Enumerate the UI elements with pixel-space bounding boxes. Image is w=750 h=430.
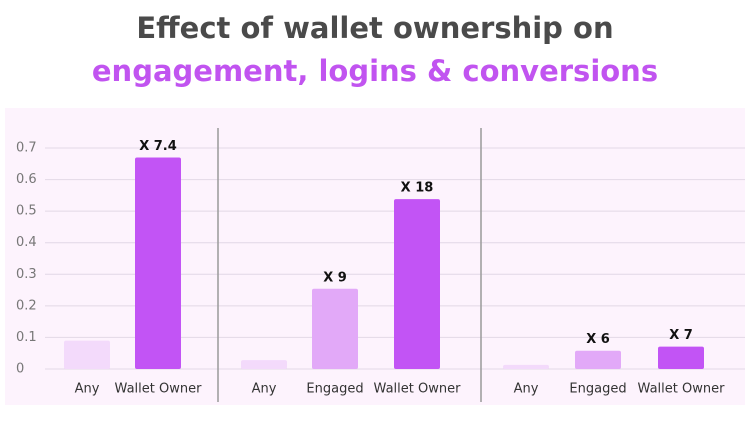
annotation: X 18 [401, 181, 434, 196]
y-tick-label: 0.1 [16, 330, 37, 345]
y-tick-label: 0 [16, 362, 24, 377]
bar [135, 157, 181, 369]
annotation: X 7 [669, 328, 693, 343]
chart-subtitle: engagement, logins & conversions [92, 54, 658, 88]
x-tick-label: Any [514, 382, 539, 397]
annotation: X 7.4 [139, 139, 177, 154]
bar [312, 288, 358, 369]
annotation: X 9 [323, 270, 347, 285]
chart-title: Effect of wallet ownership on [136, 11, 613, 45]
y-tick-label: 0.6 [16, 172, 37, 187]
bar [503, 364, 549, 369]
bar [394, 199, 440, 369]
annotation: X 6 [586, 332, 610, 347]
plot-background [5, 108, 745, 405]
y-tick-label: 0.3 [16, 267, 37, 282]
x-tick-label: Any [252, 382, 277, 397]
x-tick-label: Wallet Owner [115, 382, 203, 397]
bar [575, 350, 621, 369]
x-tick-label: Wallet Owner [638, 382, 726, 397]
bar [64, 340, 110, 369]
x-tick-label: Engaged [306, 382, 363, 397]
y-tick-label: 0.5 [16, 204, 37, 219]
bar [658, 346, 704, 369]
x-tick-label: Any [75, 382, 100, 397]
y-tick-label: 0.2 [16, 298, 37, 313]
x-tick-label: Wallet Owner [374, 382, 462, 397]
y-tick-label: 0.4 [16, 235, 37, 250]
bar [241, 360, 287, 369]
x-tick-label: Engaged [569, 382, 626, 397]
y-tick-label: 0.7 [16, 141, 37, 156]
